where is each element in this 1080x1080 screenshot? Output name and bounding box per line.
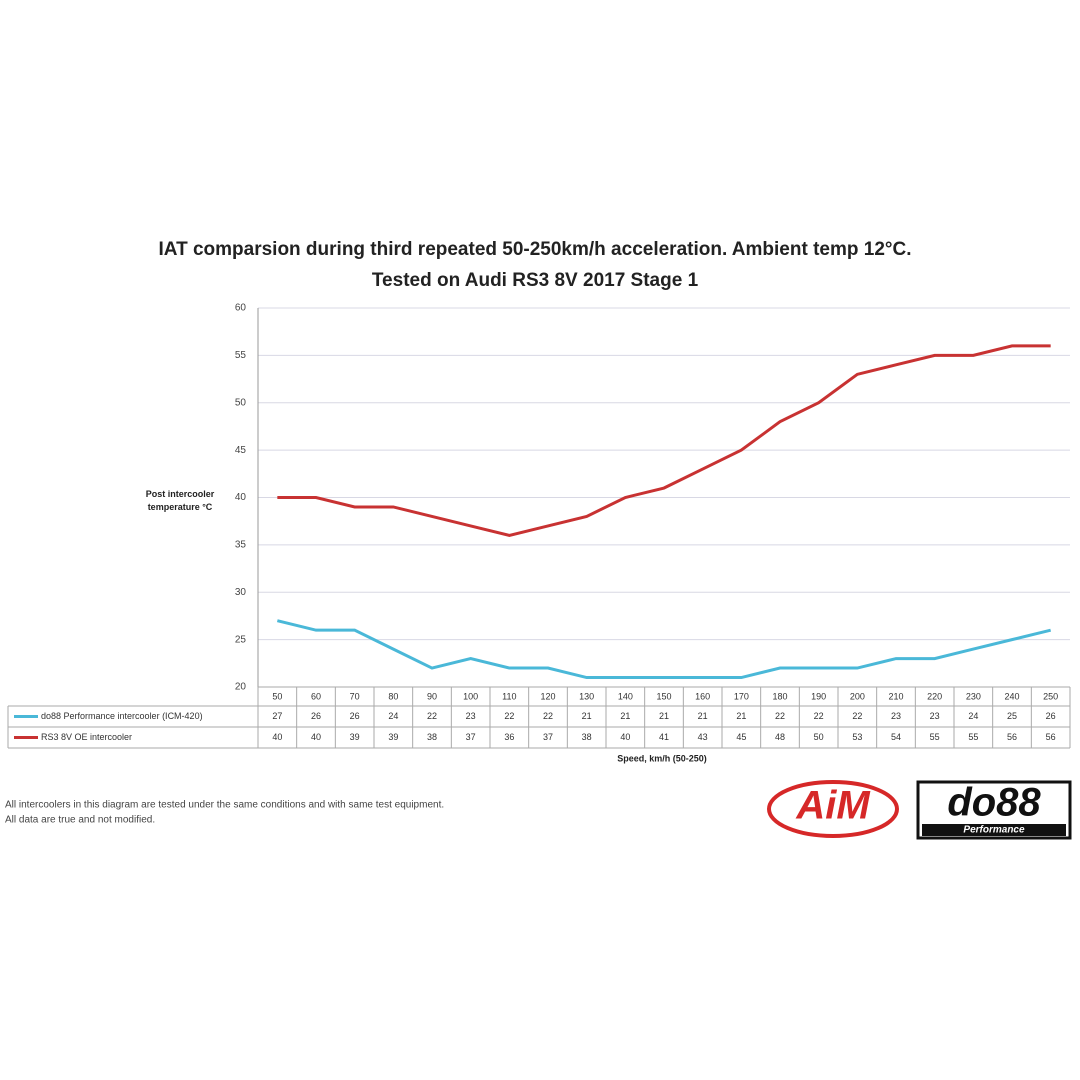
table-value: 23 — [930, 711, 940, 721]
table-value: 53 — [852, 732, 862, 742]
y-axis-label: Post intercooler temperature °C — [145, 489, 215, 512]
x-tick-label: 50 — [272, 691, 282, 701]
x-tick-label: 70 — [350, 691, 360, 701]
x-tick-label: 110 — [502, 691, 516, 701]
table-value: 25 — [1007, 711, 1017, 721]
table-value: 22 — [775, 711, 785, 721]
table-value: 38 — [582, 732, 592, 742]
table-value: 45 — [736, 732, 746, 742]
y-tick-label: 30 — [235, 587, 247, 598]
x-tick-label: 230 — [966, 691, 981, 701]
x-tick-label: 240 — [1004, 691, 1019, 701]
series-line — [277, 344, 1051, 537]
footnote: All intercoolers in this diagram are tes… — [5, 800, 444, 811]
legend-label: do88 Performance intercooler (ICM-420) — [41, 711, 203, 721]
table-value: 56 — [1046, 732, 1056, 742]
table-value: 39 — [388, 732, 398, 742]
table-value: 40 — [311, 732, 321, 742]
y-tick-label: 40 — [235, 492, 247, 503]
x-tick-label: 100 — [463, 691, 478, 701]
y-tick-label: 50 — [235, 397, 247, 408]
table-value: 43 — [698, 732, 708, 742]
y-tick-label: 55 — [235, 350, 247, 361]
table-value: 23 — [891, 711, 901, 721]
chart-title: IAT comparsion during third repeated 50-… — [158, 239, 911, 260]
x-tick-label: 140 — [618, 691, 633, 701]
table-value: 56 — [1007, 732, 1017, 742]
y-tick-label: 25 — [235, 634, 247, 645]
aim-logo-ring — [767, 780, 899, 838]
y-tick-label: 45 — [235, 445, 247, 456]
table-value: 22 — [504, 711, 514, 721]
table-value: 26 — [350, 711, 360, 721]
x-axis-label: Speed, km/h (50-250) — [617, 753, 707, 763]
table-value: 22 — [543, 711, 553, 721]
x-tick-label: 180 — [772, 691, 787, 701]
table-value: 38 — [427, 732, 437, 742]
x-tick-label: 160 — [695, 691, 710, 701]
table-value: 26 — [1046, 711, 1056, 721]
table-value: 48 — [775, 732, 785, 742]
footnote: All data are true and not modified. — [5, 815, 155, 826]
table-value: 50 — [814, 732, 824, 742]
table-value: 24 — [968, 711, 978, 721]
y-tick-label: 35 — [235, 540, 247, 551]
table-value: 54 — [891, 732, 901, 742]
x-tick-label: 90 — [427, 691, 437, 701]
table-value: 37 — [466, 732, 476, 742]
table-value: 22 — [852, 711, 862, 721]
table-value: 21 — [659, 711, 669, 721]
aim-logo: AiM — [795, 784, 871, 828]
table-value: 40 — [272, 732, 282, 742]
chart-subtitle: Tested on Audi RS3 8V 2017 Stage 1 — [372, 270, 699, 291]
x-tick-label: 250 — [1043, 691, 1058, 701]
series-line — [276, 619, 1052, 680]
x-tick-label: 170 — [734, 691, 749, 701]
x-tick-label: 190 — [811, 691, 826, 701]
table-value: 39 — [350, 732, 360, 742]
legend-label: RS3 8V OE intercooler — [41, 732, 132, 742]
do88-logo-sub: Performance — [963, 825, 1025, 836]
table-value: 27 — [272, 711, 282, 721]
x-tick-label: 150 — [656, 691, 671, 701]
y-tick-label: 20 — [235, 682, 247, 693]
table-value: 24 — [388, 711, 398, 721]
x-tick-label: 60 — [311, 691, 321, 701]
table-value: 36 — [504, 732, 514, 742]
y-tick-label: 60 — [235, 303, 247, 314]
table-value: 22 — [814, 711, 824, 721]
x-tick-label: 220 — [927, 691, 942, 701]
x-tick-label: 210 — [888, 691, 903, 701]
do88-logo-band — [922, 824, 1066, 836]
table-value: 37 — [543, 732, 553, 742]
table-value: 55 — [968, 732, 978, 742]
table-value: 21 — [736, 711, 746, 721]
table-value: 40 — [620, 732, 630, 742]
table-value: 41 — [659, 732, 669, 742]
table-value: 21 — [582, 711, 592, 721]
x-tick-label: 200 — [850, 691, 865, 701]
table-value: 55 — [930, 732, 940, 742]
table-value: 23 — [466, 711, 476, 721]
table-value: 26 — [311, 711, 321, 721]
table-value: 21 — [620, 711, 630, 721]
do88-logo: do88 — [947, 781, 1041, 825]
x-tick-label: 120 — [540, 691, 555, 701]
table-value: 21 — [698, 711, 708, 721]
x-tick-label: 130 — [579, 691, 594, 701]
table-value: 22 — [427, 711, 437, 721]
x-tick-label: 80 — [388, 691, 398, 701]
